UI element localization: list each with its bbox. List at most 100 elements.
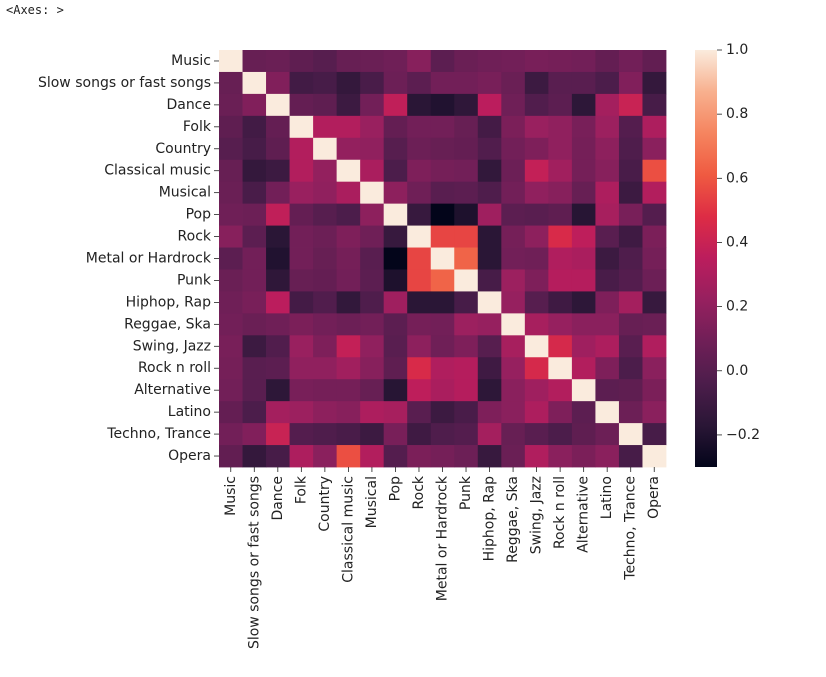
heatmap-cell	[571, 137, 596, 161]
heatmap-cell	[407, 291, 432, 314]
heatmap-cell	[477, 401, 502, 424]
y-tick-label: Rock n roll	[138, 360, 211, 376]
heatmap-cell	[595, 50, 620, 73]
heatmap-cell	[407, 313, 432, 336]
heatmap-cell	[501, 181, 526, 205]
heatmap-cell	[454, 71, 479, 95]
heatmap-cell	[313, 137, 338, 161]
heatmap-cell	[336, 445, 361, 468]
heatmap-cell	[266, 357, 290, 380]
heatmap-cell	[595, 269, 620, 292]
x-tick-label: Swing, Jazz	[529, 476, 545, 554]
heatmap-cell	[336, 159, 361, 183]
y-tick-label: Musical	[159, 185, 211, 201]
heatmap-cell	[360, 401, 385, 424]
heatmap-cell	[524, 225, 549, 248]
y-tick-labels: Music Slow songs or fast songs Dance Folk Co…	[38, 53, 219, 464]
heatmap-cell	[454, 225, 479, 248]
heatmap-cell	[454, 423, 479, 446]
heatmap-cell	[595, 291, 620, 314]
heatmap-cell	[571, 313, 596, 336]
y-tick-label: Opera	[168, 448, 211, 464]
heatmap-cell	[407, 379, 432, 402]
heatmap-cell	[336, 225, 361, 248]
heatmap-cell	[242, 445, 267, 468]
heatmap-cell	[501, 269, 526, 292]
heatmap-cell	[360, 335, 385, 358]
x-tick-labels: Music Slow songs or fast songs Dance Folk Co…	[223, 467, 662, 649]
heatmap-cell	[501, 423, 526, 446]
colorbar-tick-label: 0.2	[726, 299, 748, 315]
heatmap-cell	[360, 93, 385, 117]
x-tick-label: Rock	[411, 475, 427, 509]
y-tick-label: Swing, Jazz	[133, 338, 211, 354]
heatmap-cell	[313, 203, 338, 226]
heatmap-cell	[642, 291, 667, 314]
heatmap-cell	[595, 71, 620, 95]
heatmap-cell	[571, 115, 596, 139]
heatmap-cell	[313, 423, 338, 446]
heatmap-cell	[477, 269, 502, 292]
heatmap-cell	[548, 401, 573, 424]
x-tick-label: Punk	[458, 475, 474, 510]
heatmap-cell	[548, 137, 573, 161]
heatmap-cell	[266, 423, 290, 446]
heatmap-cell	[454, 203, 479, 226]
heatmap-cell	[313, 401, 338, 424]
heatmap-cell	[336, 313, 361, 336]
heatmap-cell	[407, 401, 432, 424]
heatmap-cell	[430, 445, 455, 468]
heatmap-cell	[642, 313, 667, 336]
heatmap-cell	[407, 115, 432, 139]
heatmap-cell	[642, 225, 667, 248]
heatmap-cell	[219, 50, 243, 73]
heatmap-cell	[454, 445, 479, 468]
heatmap-cell	[524, 115, 549, 139]
heatmap-cell	[219, 115, 243, 139]
heatmap-cells	[219, 50, 667, 468]
x-tick-label: Country	[317, 476, 333, 532]
heatmap-cell	[571, 50, 596, 73]
heatmap-cell	[383, 313, 408, 336]
heatmap-cell	[289, 401, 314, 424]
heatmap-cell	[477, 357, 502, 380]
heatmap-cell	[524, 203, 549, 226]
heatmap-cell	[289, 93, 314, 117]
heatmap-cell	[618, 313, 643, 336]
heatmap-cell	[524, 50, 549, 73]
heatmap-cell	[360, 137, 385, 161]
heatmap-cell	[383, 225, 408, 248]
heatmap-cell	[454, 335, 479, 358]
heatmap-cell	[266, 401, 290, 424]
heatmap-cell	[313, 269, 338, 292]
heatmap-cell	[548, 115, 573, 139]
heatmap-cell	[383, 50, 408, 73]
heatmap-cell	[383, 93, 408, 117]
heatmap-cell	[360, 291, 385, 314]
heatmap-cell	[219, 291, 243, 314]
heatmap-cell	[219, 93, 243, 117]
heatmap-cell	[360, 423, 385, 446]
heatmap-cell	[595, 401, 620, 424]
heatmap-cell	[383, 357, 408, 380]
heatmap-cell	[430, 379, 455, 402]
heatmap-cell	[242, 291, 267, 314]
heatmap-cell	[313, 291, 338, 314]
heatmap-cell	[454, 50, 479, 73]
heatmap-cell	[407, 159, 432, 183]
heatmap-cell	[501, 335, 526, 358]
heatmap-cell	[383, 445, 408, 468]
heatmap-cell	[524, 357, 549, 380]
heatmap-cell	[618, 335, 643, 358]
heatmap-cell	[618, 115, 643, 139]
heatmap-cell	[430, 291, 455, 314]
heatmap-cell	[548, 423, 573, 446]
colorbar-ticks: 1.0 0.8 0.6 0.4 0.2 0.0 −0.2	[717, 42, 760, 443]
heatmap-cell	[219, 137, 243, 161]
heatmap-cell	[407, 247, 432, 270]
x-tick-label: Metal or Hardrock	[435, 475, 451, 601]
heatmap-cell	[430, 357, 455, 380]
heatmap-cell	[360, 313, 385, 336]
heatmap-cell	[360, 159, 385, 183]
heatmap-cell	[289, 313, 314, 336]
